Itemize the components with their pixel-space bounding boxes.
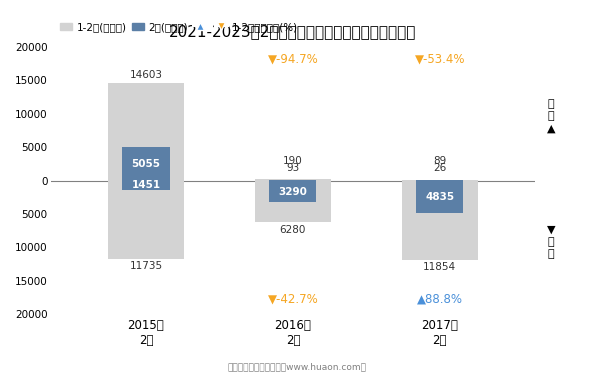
Text: 11735: 11735 (129, 261, 163, 272)
Text: 出
口
▲: 出 口 ▲ (547, 99, 556, 134)
Text: 3290: 3290 (279, 186, 307, 197)
Text: ▼
进
口: ▼ 进 口 (547, 225, 556, 259)
Text: 89: 89 (433, 156, 446, 166)
Text: ▼-53.4%: ▼-53.4% (415, 53, 465, 66)
Text: 1451: 1451 (131, 181, 160, 190)
Text: 93: 93 (286, 163, 299, 173)
Text: 190: 190 (283, 156, 303, 166)
Text: ▲88.8%: ▲88.8% (417, 293, 463, 306)
Bar (402, 181, 478, 260)
Bar (269, 181, 317, 203)
Text: ▼-42.7%: ▼-42.7% (267, 293, 318, 306)
Bar (122, 181, 169, 190)
Text: 5055: 5055 (131, 159, 160, 169)
Bar (108, 181, 184, 259)
Bar (122, 147, 169, 181)
Bar (255, 181, 331, 222)
Legend: 1-2月(万美元), 2月(万美元), , 1-2月同比增速(%): 1-2月(万美元), 2月(万美元), , 1-2月同比增速(%) (56, 18, 302, 36)
Text: 26: 26 (433, 163, 446, 173)
Title: 2021-2023年2月江苏新沂保税物流中心进、出口额: 2021-2023年2月江苏新沂保税物流中心进、出口额 (169, 24, 416, 39)
Text: 4835: 4835 (425, 192, 454, 202)
Text: 6280: 6280 (280, 225, 306, 235)
Text: 11854: 11854 (423, 262, 456, 272)
Bar (402, 180, 478, 181)
Text: ▼-94.7%: ▼-94.7% (267, 53, 318, 66)
Bar (255, 179, 331, 181)
Bar (269, 180, 317, 181)
Bar (108, 83, 184, 181)
Text: 制图：华经产业研究院（www.huaon.com）: 制图：华经产业研究院（www.huaon.com） (228, 362, 366, 371)
Text: 14603: 14603 (129, 70, 163, 81)
Bar (416, 181, 463, 213)
